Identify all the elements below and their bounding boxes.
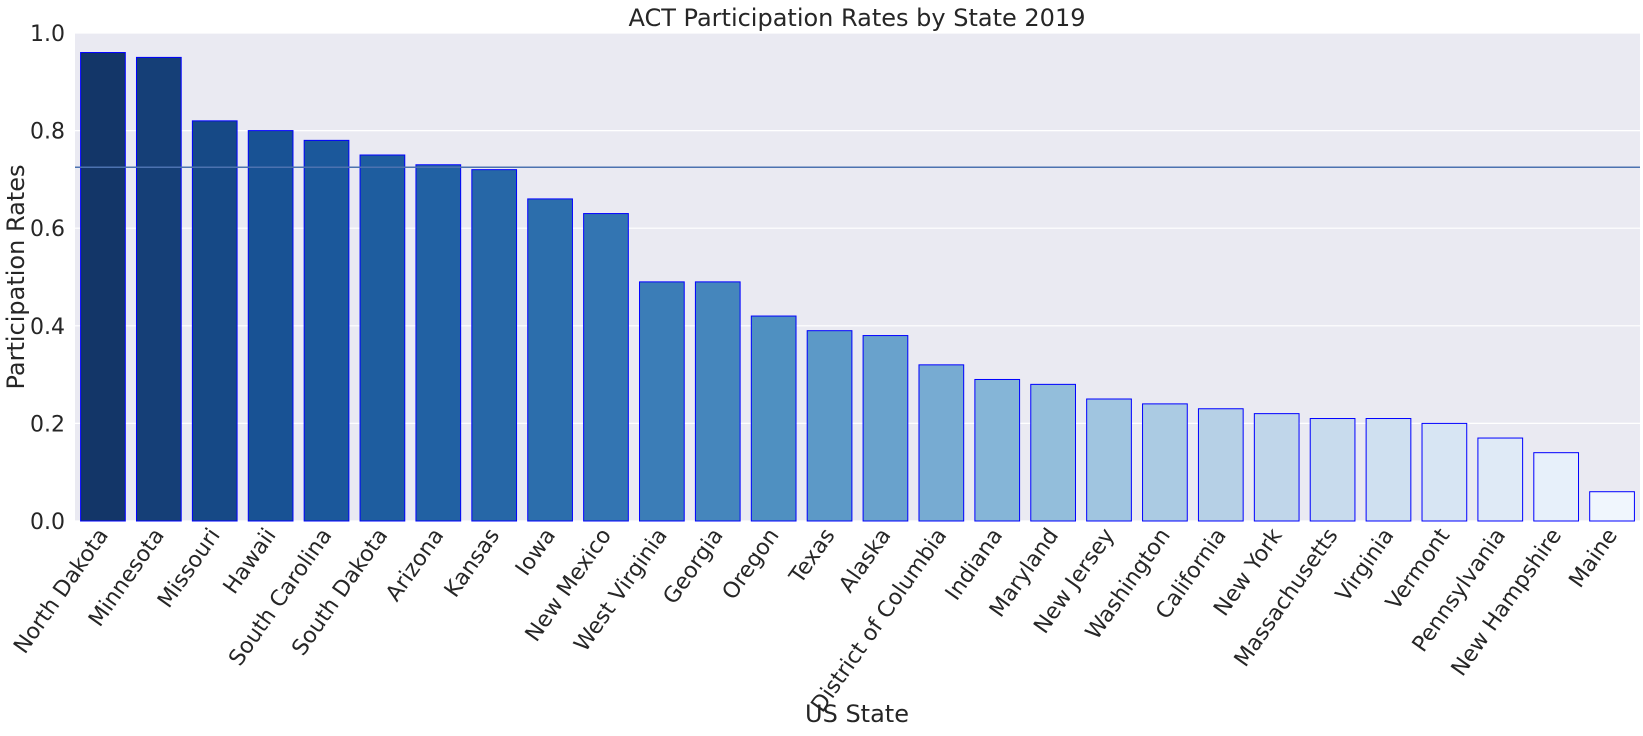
y-tick-label: 1.0 [30, 22, 65, 47]
y-axis-ticks: 0.0 0.2 0.4 0.6 0.8 1.0 [30, 22, 65, 535]
bar-california [1197, 408, 1244, 522]
bar-hawaii [247, 130, 294, 522]
y-tick-label: 0.0 [30, 510, 65, 535]
chart-title: ACT Participation Rates by State 2019 [629, 4, 1086, 32]
bar-new-hampshire [1533, 452, 1580, 522]
x-axis-ticks: North DakotaMinnesotaMissouriHawaiiSouth… [9, 524, 1623, 717]
bar-vermont [1421, 422, 1468, 522]
bar-pennsylvania [1477, 437, 1524, 522]
bar-new-york [1253, 413, 1300, 522]
x-tick-label: Oregon [718, 524, 785, 605]
bar-iowa [527, 198, 573, 522]
x-axis-label: US State [805, 700, 909, 728]
x-tick-label: Texas [785, 524, 841, 589]
y-tick-label: 0.4 [30, 315, 65, 340]
bar-missouri [191, 120, 238, 522]
bar-georgia [694, 281, 741, 522]
bar-north-dakota [80, 52, 126, 522]
bar-massachusetts [1309, 418, 1356, 522]
bar-oregon [750, 315, 797, 522]
y-tick-label: 0.6 [30, 217, 65, 242]
bar-washington [1142, 403, 1188, 522]
bar-arizona [415, 164, 462, 522]
bar-alaska [862, 335, 909, 522]
bar-kansas [471, 169, 518, 522]
y-tick-label: 0.8 [30, 120, 65, 145]
bar-new-mexico [583, 213, 629, 522]
bar-virginia [1365, 418, 1412, 522]
bar-west-virginia [639, 281, 685, 522]
x-tick-label: Kansas [440, 524, 505, 602]
bar-maryland [1030, 383, 1076, 522]
bar-new-jersey [1086, 398, 1132, 522]
x-tick-label: Iowa [511, 524, 561, 580]
bar-indiana [974, 378, 1021, 522]
x-tick-label: Massachusetts [1230, 524, 1344, 672]
x-tick-label: Arizona [381, 524, 449, 606]
x-tick-label: North Dakota [9, 524, 113, 658]
bar-south-dakota [359, 154, 406, 522]
bar-texas [806, 330, 853, 522]
bar-maine [1589, 491, 1635, 522]
bar-minnesota [135, 56, 182, 522]
bar-south-carolina [303, 139, 350, 522]
y-tick-label: 0.2 [30, 412, 65, 437]
bar-district-of-columbia [918, 364, 965, 522]
x-tick-label: Maine [1565, 524, 1623, 592]
bars [80, 52, 1635, 522]
y-axis-label: Participation Rates [2, 165, 30, 390]
